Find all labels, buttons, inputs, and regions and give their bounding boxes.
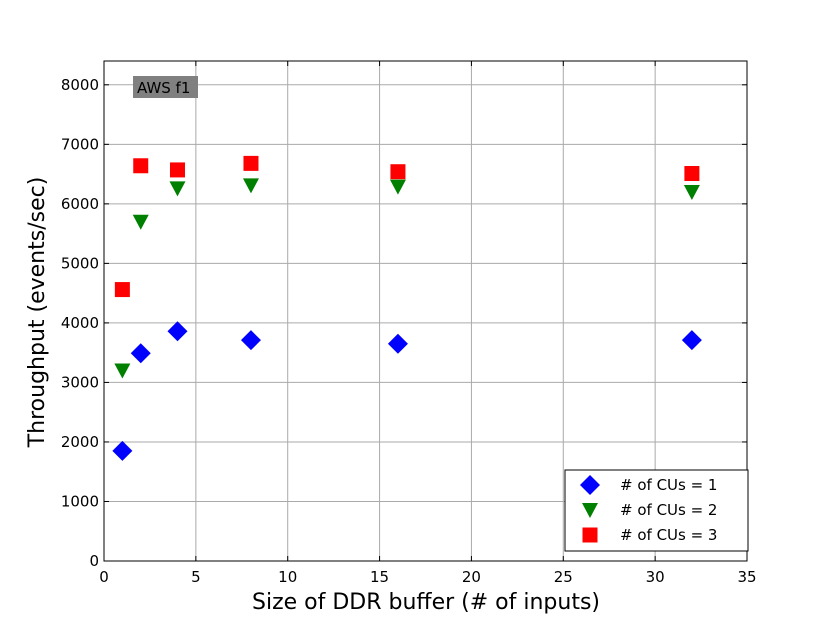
data-point [133,158,149,174]
x-axis-ticks: 0 5 10 15 20 25 30 35 [99,61,757,586]
annotation-box [133,76,198,98]
y-tick-label: 0 [89,552,99,570]
data-point [243,155,259,171]
data-point [169,181,186,197]
x-tick-label: 35 [737,568,756,586]
legend-marker [582,503,598,518]
x-tick-label: 0 [99,568,109,586]
data-point [240,330,261,351]
annotation-label: AWS f1 [137,79,190,97]
plot-frame [103,60,748,562]
legend-marker [580,475,600,495]
legend-label: # of CUs = 3 [620,526,717,544]
data-point [114,363,131,379]
data-points [112,155,702,461]
data-point [242,178,259,194]
data-point [167,321,188,342]
data-point [684,166,700,181]
y-tick-label: 2000 [61,433,99,451]
x-tick-label: 10 [278,568,297,586]
series-2 [114,178,700,379]
legend-label: # of CUs = 1 [620,476,717,494]
y-tick-label: 6000 [61,195,99,213]
x-tick-label: 15 [370,568,389,586]
y-tick-label: 5000 [61,254,99,272]
data-point [130,343,151,364]
grid-lines [104,61,747,561]
y-tick-label: 7000 [61,135,99,153]
legend-marker [582,527,598,543]
y-tick-label: 1000 [61,492,99,510]
data-point [390,164,406,180]
y-tick-label: 8000 [61,76,99,94]
data-point [132,214,149,230]
x-tick-label: 20 [462,568,481,586]
y-tick-label: 4000 [61,314,99,332]
data-point [112,440,133,461]
y-tick-label: 3000 [61,373,99,391]
x-tick-label: 25 [554,568,573,586]
series-3 [114,155,700,298]
legend: # of CUs = 1 # of CUs = 2 # of CUs = 3 [564,469,749,552]
data-point [683,184,700,200]
data-point [387,333,408,354]
y-axis-label: Throughput (events/sec) [25,177,50,449]
y-axis-ticks: 0 1000 2000 3000 4000 5000 6000 7000 8000 [61,76,747,570]
x-axis-label: Size of DDR buffer (# of inputs) [252,590,600,615]
data-point [389,179,406,195]
data-point [169,162,185,178]
series-1 [112,321,702,461]
data-point [681,330,702,351]
x-tick-label: 30 [646,568,665,586]
data-point [114,282,130,298]
x-tick-label: 5 [191,568,201,586]
legend-label: # of CUs = 2 [620,501,717,519]
